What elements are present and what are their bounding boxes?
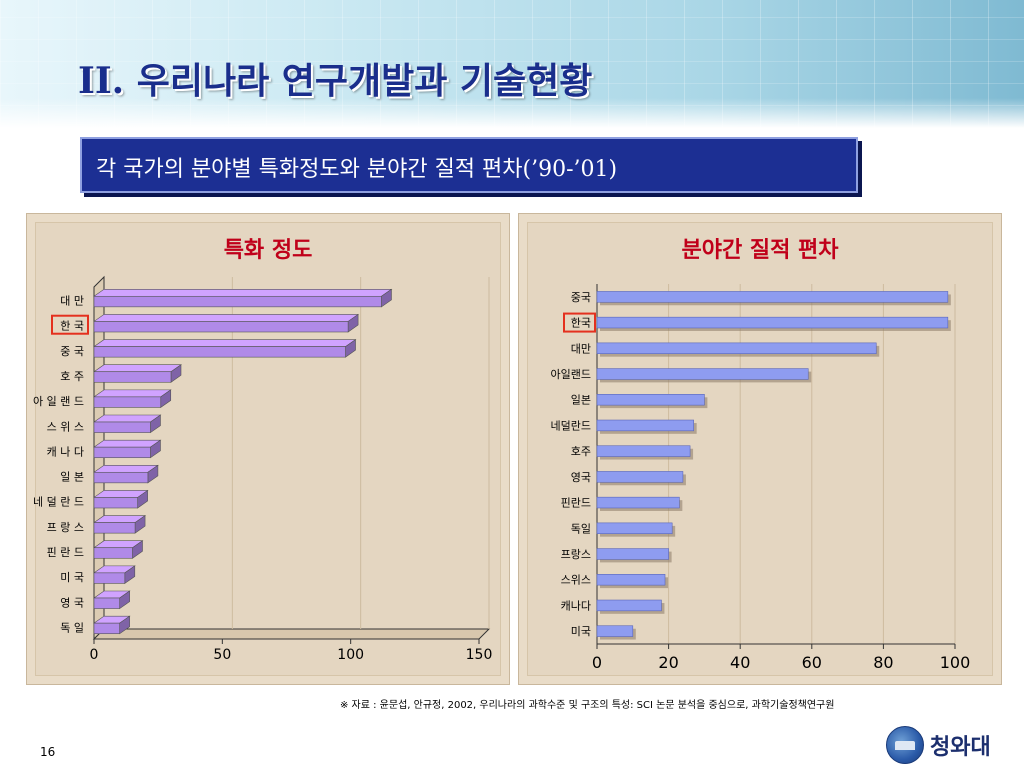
left-bar xyxy=(93,622,120,635)
left-bar xyxy=(93,396,162,408)
right-bar xyxy=(596,316,949,329)
subtitle-box: 각 국가의 분야별 특화정도와 분야간 질적 편차(’90-’01) xyxy=(80,137,858,193)
left-bar xyxy=(93,446,151,459)
right-category-label: 영국 xyxy=(571,471,591,484)
left-category-label: 미 국 xyxy=(60,571,84,584)
left-bar-top xyxy=(93,414,162,423)
left-category-label: 영 국 xyxy=(60,596,84,609)
left-category-label: 한 국 xyxy=(60,320,84,333)
right-tick-label: 80 xyxy=(873,653,893,672)
right-tick-label: 0 xyxy=(592,653,602,672)
right-category-label: 일본 xyxy=(571,393,591,407)
right-chart-svg: 0 20 40 60 80 100 중국한국대만아일랜드일본네덜란드호주영국핀란드독일프랑스… xyxy=(551,284,971,672)
left-bar xyxy=(93,547,133,559)
left-category-label: 스 위 스 xyxy=(47,420,84,433)
subtitle-text: 각 국가의 분야별 특화정도와 분야간 질적 편차(’90-’01) xyxy=(96,157,618,182)
left-category-label: 프 랑 스 xyxy=(47,521,84,534)
header-fade xyxy=(0,98,1024,128)
left-tick-label: 0 xyxy=(90,647,99,663)
right-bar xyxy=(596,342,877,354)
right-category-label: 캐나다 xyxy=(561,599,591,612)
right-bar xyxy=(596,548,669,560)
right-bar xyxy=(596,522,673,534)
right-bar xyxy=(596,574,666,586)
left-category-label: 핀 란 드 xyxy=(47,546,84,559)
left-category-label: 네 덜 란 드 xyxy=(33,496,84,509)
left-bar xyxy=(93,346,346,358)
left-bar-top xyxy=(93,314,360,322)
logo-text: 청와대 xyxy=(930,735,991,760)
left-category-label: 일 본 xyxy=(60,470,84,484)
right-category-label: 아일랜드 xyxy=(551,367,591,381)
left-tick-label: 50 xyxy=(213,647,231,663)
right-bar xyxy=(596,445,691,457)
left-category-label: 아 일 랜 드 xyxy=(33,394,84,408)
right-category-label: 한국 xyxy=(571,317,591,330)
left-bar-top xyxy=(93,439,162,448)
left-bar xyxy=(93,421,151,433)
right-category-label: 대만 xyxy=(571,342,591,355)
right-bar xyxy=(596,496,680,509)
page-number: 16 xyxy=(40,745,56,759)
left-bar-top xyxy=(93,389,172,398)
left-category-label: 중 국 xyxy=(60,345,84,358)
right-highlight-box xyxy=(563,312,596,333)
left-category-label: 호 주 xyxy=(60,370,84,383)
source-note: ※ 자료 : 윤문섭, 안규정, 2002, 우리나라의 과학수준 및 구조의 … xyxy=(340,700,835,711)
right-tick-label: 20 xyxy=(658,653,678,672)
right-category-label: 호주 xyxy=(571,445,591,458)
right-tick-label: 100 xyxy=(940,653,971,672)
right-category-label: 중국 xyxy=(571,291,591,304)
left-bar-top xyxy=(93,464,159,473)
left-axis-floor xyxy=(92,628,491,640)
left-tick-label: 100 xyxy=(337,647,364,663)
left-bar xyxy=(93,497,138,509)
left-bar xyxy=(93,597,120,609)
left-tick-label: 150 xyxy=(466,647,493,663)
left-category-label: 캐 나 다 xyxy=(47,445,84,458)
right-tick-label: 60 xyxy=(802,653,822,672)
right-category-label: 독일 xyxy=(571,521,591,535)
left-chart-svg: 0 50 100 150 대 만한 국중 국호 주아 일 랜 드스 위 스캐 나 다일 … xyxy=(33,275,493,663)
emblem-icon xyxy=(886,726,924,764)
left-category-label: 독 일 xyxy=(60,620,84,634)
right-category-label: 스위스 xyxy=(561,574,591,587)
right-bar xyxy=(596,291,949,303)
logo: 청와대 xyxy=(886,726,1016,764)
left-bar xyxy=(93,471,149,484)
right-bar xyxy=(596,625,634,637)
right-category-label: 핀란드 xyxy=(561,497,591,510)
left-bar xyxy=(93,295,382,308)
right-bar xyxy=(596,471,684,483)
right-bar xyxy=(596,599,662,612)
right-bar xyxy=(596,419,694,432)
left-bar xyxy=(93,572,126,584)
right-tick-label: 40 xyxy=(730,653,750,672)
left-bar xyxy=(93,321,349,333)
right-category-label: 네덜란드 xyxy=(551,419,591,432)
left-bar-top xyxy=(93,364,182,373)
right-bar xyxy=(596,368,809,380)
left-chart-title: 특화 정도 xyxy=(223,237,313,263)
left-highlight-box xyxy=(51,314,89,335)
slide-title: II. 우리나라 연구개발과 기술현황 xyxy=(78,60,593,102)
right-chart-title: 분야간 질적 편차 xyxy=(681,237,839,263)
left-bar xyxy=(93,522,136,534)
header-banner xyxy=(0,0,1024,128)
left-bar xyxy=(93,371,172,383)
right-category-label: 미국 xyxy=(571,625,591,638)
right-category-label: 프랑스 xyxy=(561,548,591,561)
left-category-label: 대 만 xyxy=(60,295,84,308)
right-bar xyxy=(596,394,705,406)
left-bar-top xyxy=(93,288,393,297)
left-bar-top xyxy=(93,339,357,347)
